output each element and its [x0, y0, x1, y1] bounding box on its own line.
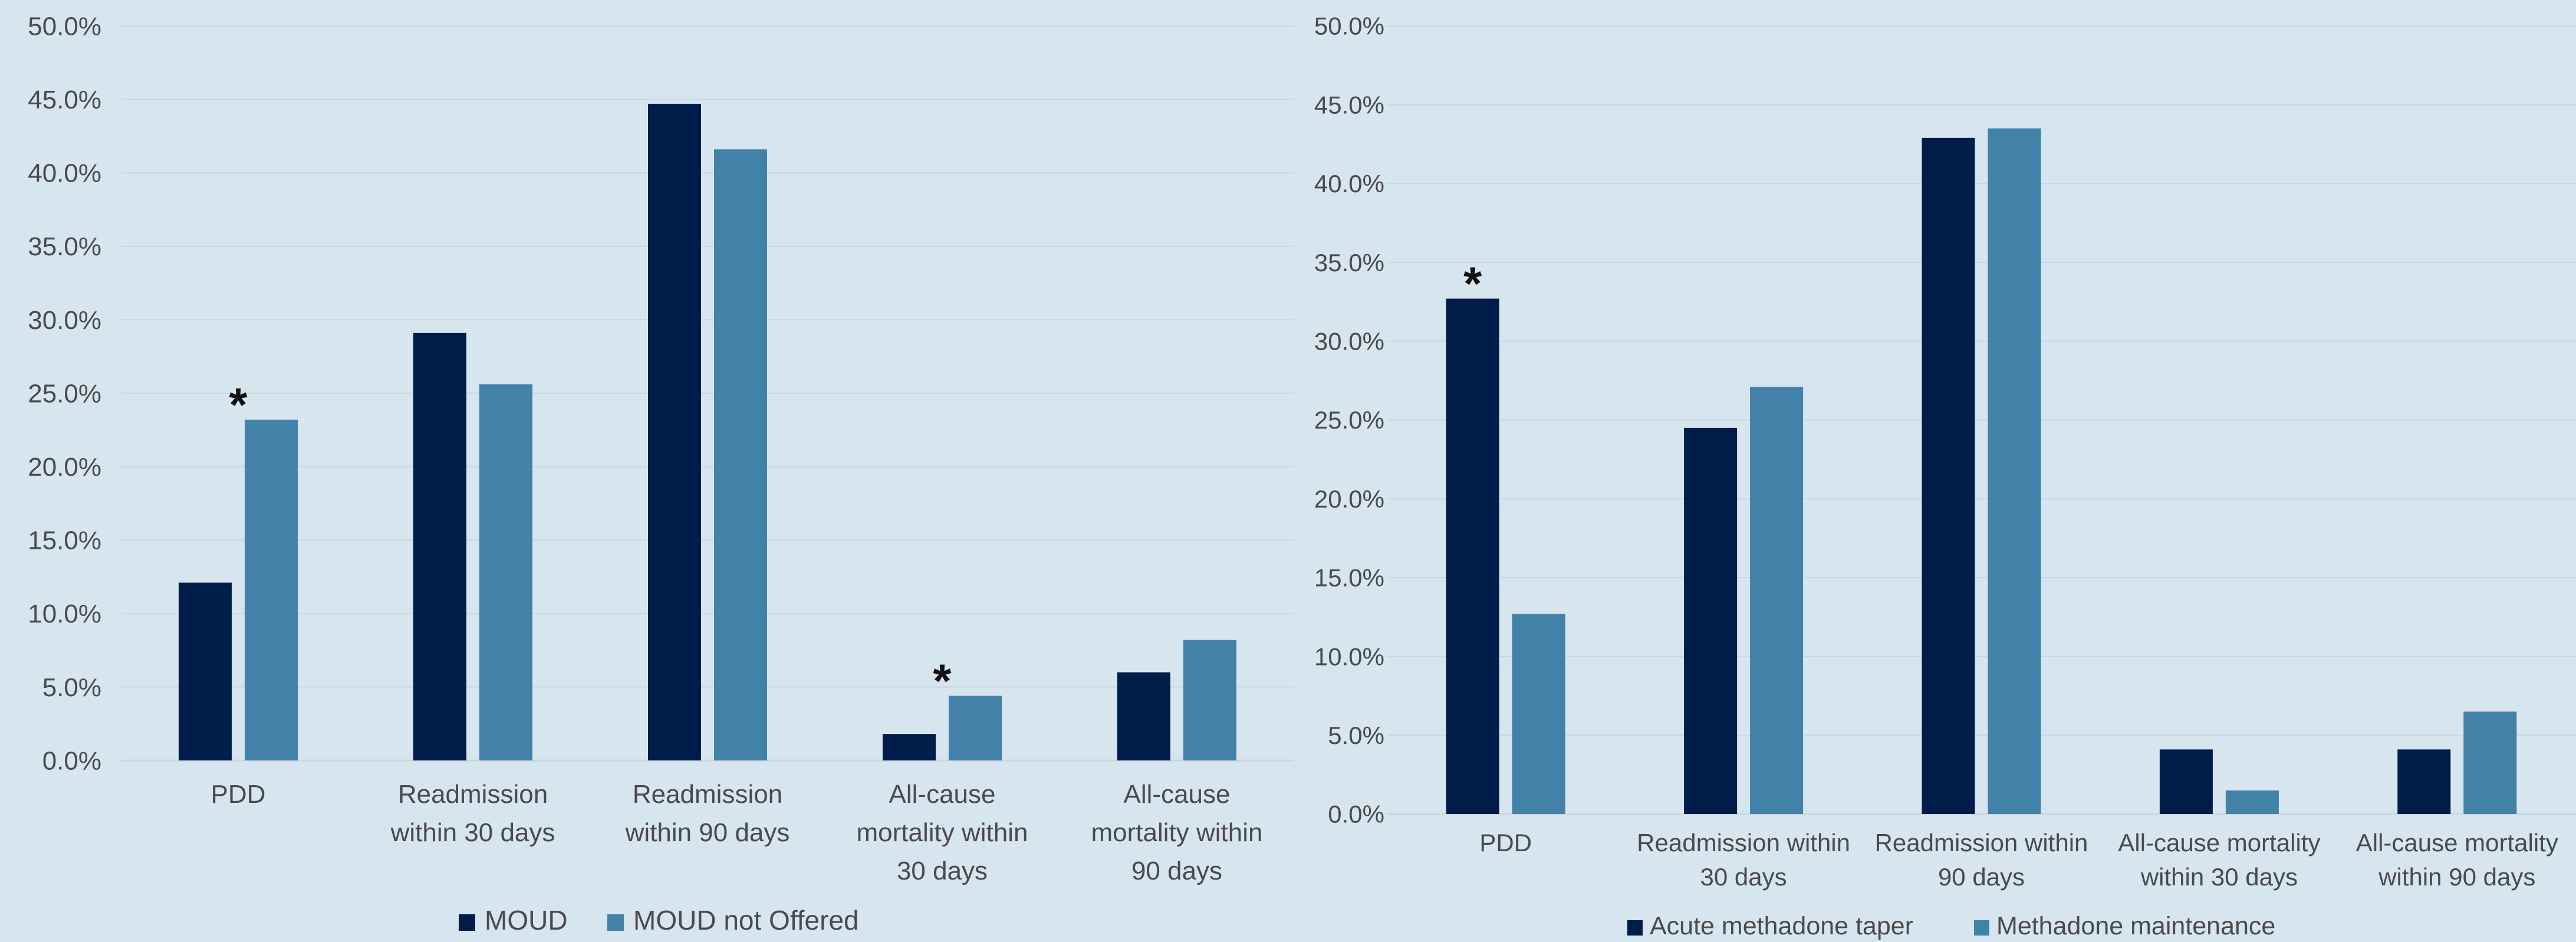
x-category-label: All-cause mortality within 30 days	[2118, 829, 2320, 891]
y-tick-label: 25.0%	[1314, 406, 1384, 434]
y-tick-label: 0.0%	[42, 746, 101, 775]
significance-marker: *	[1463, 258, 1482, 310]
bar-series1	[2397, 749, 2451, 814]
y-tick-label: 45.0%	[28, 85, 101, 114]
x-category-label: PDD	[211, 780, 266, 809]
y-tick-label: 50.0%	[28, 12, 101, 41]
bar-series2	[1512, 614, 1565, 814]
x-category-label: All-cause mortality within 90 days	[1091, 780, 1263, 885]
y-tick-label: 15.0%	[1314, 564, 1384, 592]
bar-series2	[1988, 128, 2041, 814]
x-category-label: PDD	[1479, 829, 1532, 857]
bar-series1	[413, 332, 466, 760]
x-category-label: Readmission within 90 days	[625, 780, 790, 847]
bar-series1	[648, 104, 701, 760]
bar-series2	[1183, 640, 1236, 760]
legend-label: MOUD	[485, 905, 568, 936]
bar-series2	[714, 149, 767, 760]
y-tick-label: 0.0%	[1328, 801, 1384, 828]
bar-series1	[1117, 672, 1170, 760]
bar-series1	[883, 734, 936, 760]
y-tick-label: 30.0%	[1314, 328, 1384, 355]
legend-swatch	[1974, 920, 1989, 936]
y-tick-label: 35.0%	[28, 232, 101, 261]
bar-series1	[1922, 137, 1975, 814]
bar-series1	[2159, 749, 2213, 814]
legend-swatch	[607, 914, 624, 931]
bar-series2	[245, 419, 298, 760]
bar-series2	[2225, 790, 2279, 814]
y-tick-label: 10.0%	[1314, 643, 1384, 670]
chart-moud-vs-not-offered: 0.0% 5.0% 10.0% 15.0% 20.0% 25.0% 30.0% 35.0% 40…	[28, 12, 1294, 936]
x-category-label: Readmission within 30 days	[1637, 829, 1850, 891]
y-tick-label: 40.0%	[28, 159, 101, 188]
y-tick-label: 30.0%	[28, 306, 101, 335]
y-tick-label: 50.0%	[1314, 12, 1384, 40]
chart-methadone-taper-vs-maintenance: 0.0% 5.0% 10.0% 15.0% 20.0% 25.0% 30.0% 35.0% 40…	[1314, 12, 2576, 940]
y-tick-label: 40.0%	[1314, 170, 1384, 197]
legend-swatch	[1627, 920, 1643, 936]
y-tick-label: 25.0%	[28, 379, 101, 408]
bar-series2	[2463, 712, 2517, 814]
legend-label: Acute methadone taper	[1650, 912, 1913, 940]
legend-label: Methadone maintenance	[1996, 912, 2275, 940]
y-tick-label: 15.0%	[28, 526, 101, 555]
x-category-label: Readmission within 90 days	[1875, 829, 2088, 891]
x-category-label: Readmission within 30 days	[390, 780, 555, 847]
y-tick-label: 35.0%	[1314, 249, 1384, 276]
bar-series1	[1446, 298, 1499, 814]
legend-swatch	[459, 914, 475, 931]
y-tick-label: 10.0%	[28, 600, 101, 628]
y-tick-label: 45.0%	[1314, 91, 1384, 118]
bar-series1	[179, 582, 232, 760]
bar-series2	[479, 384, 532, 760]
significance-marker: *	[933, 654, 952, 707]
y-tick-label: 20.0%	[1314, 485, 1384, 513]
significance-marker: *	[229, 378, 248, 431]
x-category-label: All-cause mortality within 30 days	[857, 780, 1028, 885]
bar-series2	[949, 696, 1002, 760]
x-category-label: All-cause mortality within 90 days	[2356, 829, 2558, 891]
bar-series1	[1684, 427, 1738, 814]
y-tick-label: 5.0%	[1328, 722, 1384, 749]
y-tick-label: 5.0%	[42, 673, 101, 702]
bar-series2	[1750, 387, 1804, 814]
legend-label: MOUD not Offered	[633, 905, 859, 936]
y-tick-label: 20.0%	[28, 453, 101, 482]
